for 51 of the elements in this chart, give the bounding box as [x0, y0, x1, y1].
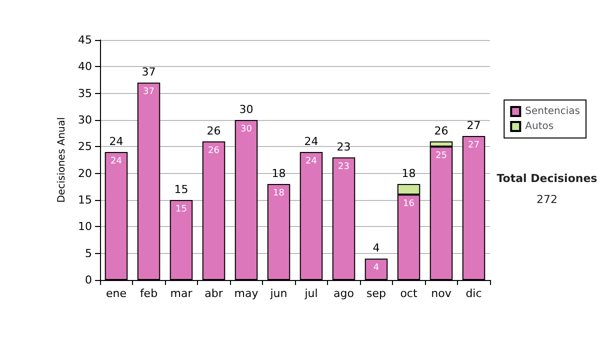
total-label: 30: [239, 103, 254, 116]
y-axis-title: Decisiones Anual: [56, 117, 68, 203]
total-label: 18: [272, 167, 286, 180]
data-label: 27: [468, 140, 480, 150]
x-tick-label: ene: [106, 287, 127, 300]
data-label: 24: [110, 156, 122, 166]
data-label: 26: [208, 146, 220, 156]
x-tick-label: jul: [304, 287, 318, 300]
y-tick-label: 0: [85, 274, 92, 286]
y-tick-label: 30: [78, 114, 92, 126]
y-tick-label: 45: [78, 34, 92, 46]
data-label: 24: [306, 156, 318, 166]
total-label: 24: [109, 135, 124, 148]
total-label: 18: [402, 167, 416, 180]
x-tick-label: feb: [140, 287, 158, 300]
data-label: 16: [403, 199, 415, 210]
legend-label: Sentencias: [525, 106, 580, 117]
x-tick-label: abr: [204, 287, 224, 300]
y-tick-label: 40: [78, 60, 92, 74]
total-label: 26: [206, 124, 221, 138]
x-tick-label: oct: [400, 287, 418, 300]
x-tick-label: mar: [170, 287, 193, 300]
total-label: 4: [372, 242, 380, 255]
total-label: 37: [142, 66, 156, 79]
data-label: 23: [338, 162, 350, 172]
total-label: 15: [174, 183, 188, 196]
legend-label: Autos: [525, 121, 554, 132]
y-tick-label: 10: [78, 220, 92, 234]
data-label: 30: [240, 124, 252, 134]
text: 272: [536, 193, 558, 206]
total-label: 27: [466, 119, 481, 132]
x-tick-label: nov: [431, 287, 452, 300]
y-tick-label: 20: [78, 166, 92, 180]
x-tick-label: dic: [466, 287, 482, 300]
y-tick-label: 5: [85, 246, 92, 260]
data-label: 15: [176, 204, 187, 214]
total-label: 24: [304, 135, 318, 148]
x-tick-label: sep: [366, 287, 386, 300]
total-label: 26: [434, 124, 448, 138]
total-label: 23: [336, 140, 351, 154]
x-tick-label: may: [234, 287, 259, 300]
data-label: 4: [373, 263, 380, 274]
y-tick-label: 15: [78, 194, 92, 206]
y-tick-label: 25: [78, 140, 92, 154]
x-tick-label: jun: [269, 287, 288, 300]
y-tick-label: 35: [78, 86, 92, 100]
text: Total Decisiones: [496, 172, 598, 185]
data-label: 37: [143, 87, 154, 98]
data-label: 18: [273, 188, 285, 198]
data-label: 25: [436, 151, 447, 162]
x-tick-label: ago: [334, 287, 354, 300]
